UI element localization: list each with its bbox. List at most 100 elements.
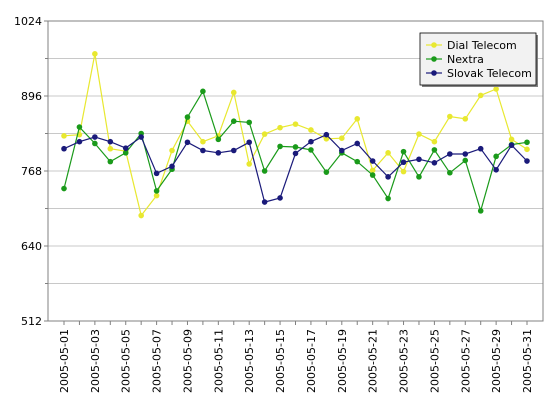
data-point [277, 143, 283, 150]
x-tick-label: 2005-05-19 [336, 329, 349, 393]
x-tick-label: 2005-05-11 [212, 329, 225, 393]
data-point [447, 151, 453, 157]
x-tick-label: 2005-05-27 [459, 329, 472, 393]
data-point [385, 174, 391, 180]
data-point [462, 116, 469, 122]
data-point [153, 192, 160, 199]
x-tick-label: 2005-05-25 [428, 329, 441, 393]
y-tick-label: 1024 [14, 15, 42, 28]
data-point [261, 199, 268, 205]
y-tick-label: 896 [21, 90, 42, 103]
data-point [277, 195, 283, 201]
data-point [385, 150, 391, 156]
data-point [431, 138, 438, 145]
axes: 512 640 768 896 1024 2005-05-01 2005-05-03 2005… [14, 15, 544, 393]
data-point [184, 139, 191, 146]
data-point [277, 124, 283, 131]
series-slovak-telecom [61, 131, 530, 205]
data-point [431, 147, 438, 153]
data-point [339, 147, 345, 154]
data-point [400, 148, 407, 155]
legend-label: Slovak Telecom [447, 67, 532, 80]
x-tick-label: 2005-05-13 [243, 329, 256, 393]
data-point [477, 92, 484, 99]
data-point [76, 138, 83, 145]
data-point [61, 133, 67, 139]
x-tick-label: 2005-05-29 [490, 329, 503, 393]
data-point [261, 168, 268, 174]
data-point [354, 140, 361, 147]
legend-label: Nextra [447, 53, 484, 66]
data-point [107, 145, 114, 152]
data-point [354, 158, 361, 165]
data-point [107, 158, 114, 165]
data-point [200, 88, 206, 95]
data-point [493, 86, 499, 92]
data-point [369, 172, 376, 178]
data-point [153, 188, 160, 194]
data-point [323, 135, 330, 142]
data-point [493, 153, 499, 160]
data-point [524, 139, 530, 146]
data-point [431, 159, 438, 166]
data-point [462, 157, 469, 164]
data-point [122, 145, 129, 151]
data-point [308, 147, 314, 153]
data-point [107, 138, 114, 145]
data-point [508, 142, 515, 149]
x-tick-label: 2005-05-31 [521, 329, 534, 393]
data-point [169, 163, 175, 170]
data-point [61, 185, 67, 192]
x-tick-label: 2005-05-03 [89, 329, 102, 393]
data-point [308, 138, 314, 145]
x-tick-label: 2005-05-05 [120, 329, 133, 393]
data-point [462, 151, 469, 157]
x-tick-label: 2005-05-17 [305, 329, 318, 393]
data-point [92, 134, 98, 140]
y-tick-label: 640 [21, 240, 42, 253]
data-point [184, 114, 191, 120]
legend-swatch-marker [431, 42, 437, 48]
data-point [447, 113, 453, 120]
data-point [153, 170, 160, 177]
data-point [524, 146, 530, 153]
x-tick-label: 2005-05-07 [151, 329, 164, 393]
data-point [308, 127, 314, 133]
data-point [246, 161, 252, 167]
data-point [230, 89, 237, 96]
data-point [215, 136, 222, 143]
y-tick-label: 768 [21, 165, 42, 178]
data-point [323, 169, 330, 175]
data-point [416, 174, 422, 180]
x-tick-label: 2005-05-15 [274, 329, 287, 393]
data-point [230, 118, 237, 124]
data-point [477, 145, 484, 152]
x-tick-label: 2005-05-09 [181, 329, 194, 393]
data-point [200, 138, 206, 145]
data-point [292, 144, 299, 150]
data-point [493, 167, 499, 173]
data-point [416, 156, 422, 163]
data-point [76, 124, 83, 130]
data-point [508, 136, 515, 143]
data-point [122, 150, 129, 156]
legend-swatch-marker [431, 56, 437, 62]
legend-label: Dial Telecom [447, 39, 517, 52]
data-point [447, 169, 453, 176]
data-point [400, 168, 407, 175]
legend-swatch-marker [431, 70, 437, 76]
series-group [61, 51, 530, 219]
data-point [416, 131, 422, 137]
data-point [369, 167, 376, 174]
data-point [169, 147, 175, 154]
x-tick-label: 2005-05-01 [58, 329, 71, 393]
data-point [230, 147, 237, 154]
data-point [246, 139, 252, 146]
data-point [339, 135, 345, 141]
data-point [138, 134, 144, 140]
data-point [92, 51, 98, 57]
data-point [323, 131, 330, 138]
x-tick-label: 2005-05-21 [367, 329, 380, 393]
